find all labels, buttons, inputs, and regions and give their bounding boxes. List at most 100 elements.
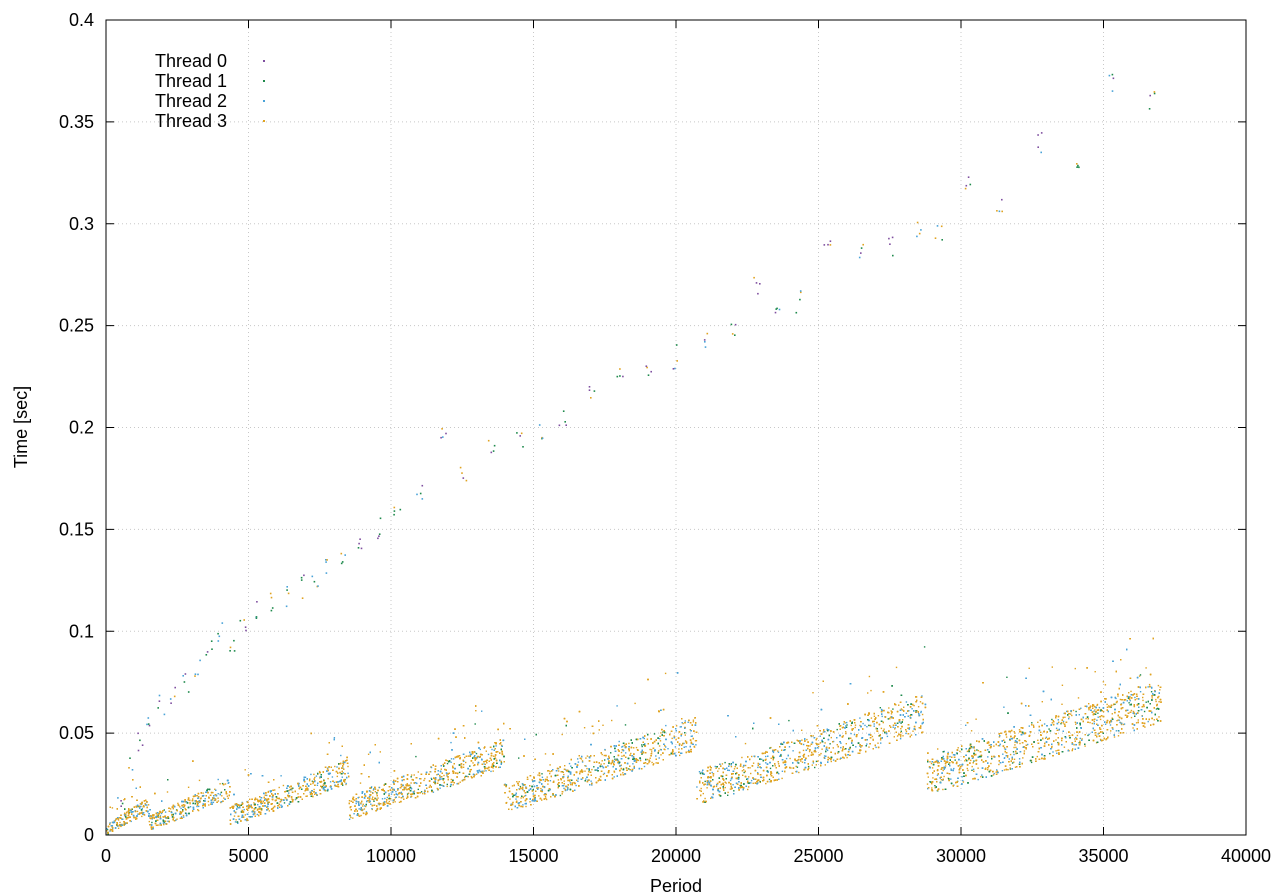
data-point	[630, 752, 632, 755]
data-point	[135, 816, 137, 819]
data-point	[1117, 719, 1119, 721]
data-point	[1097, 712, 1099, 714]
data-point	[446, 774, 448, 776]
data-point	[1071, 714, 1073, 717]
data-point	[996, 769, 998, 771]
data-point	[844, 753, 847, 755]
data-point	[1089, 721, 1091, 724]
data-point	[531, 779, 533, 781]
data-point	[544, 778, 547, 781]
data-point	[1143, 710, 1146, 713]
data-point	[750, 779, 753, 782]
data-point	[801, 739, 803, 741]
data-point	[1117, 695, 1119, 697]
data-point	[1104, 684, 1107, 686]
data-point	[179, 806, 181, 808]
data-point	[933, 761, 935, 764]
data-point	[417, 771, 419, 773]
data-point	[540, 787, 542, 790]
data-point	[221, 795, 223, 797]
data-point	[564, 789, 567, 792]
data-point	[692, 719, 695, 721]
data-point	[851, 741, 853, 743]
data-point	[492, 770, 494, 772]
data-point	[462, 766, 465, 768]
data-point	[1147, 720, 1149, 723]
data-point	[819, 742, 822, 744]
data-point	[469, 754, 471, 756]
data-point	[938, 762, 940, 764]
data-point	[395, 790, 397, 793]
data-point	[727, 791, 729, 794]
data-point	[585, 765, 587, 767]
data-point	[394, 801, 396, 803]
data-point	[1110, 719, 1113, 721]
data-point	[509, 798, 511, 800]
data-point	[158, 824, 160, 826]
data-point	[360, 803, 362, 805]
data-point	[581, 760, 584, 762]
data-point	[141, 807, 143, 810]
data-point	[750, 782, 752, 784]
data-point	[547, 770, 549, 772]
data-point	[561, 771, 563, 773]
data-point	[607, 765, 609, 767]
data-point	[1101, 731, 1104, 733]
data-point	[372, 789, 375, 791]
data-point	[641, 744, 643, 746]
data-point	[807, 755, 810, 757]
data-point	[1097, 733, 1099, 735]
data-point	[242, 811, 245, 814]
data-point	[244, 769, 246, 771]
data-point	[494, 757, 497, 760]
data-point	[1155, 698, 1157, 701]
data-point	[340, 754, 342, 757]
data-point	[660, 754, 662, 756]
data-point	[1037, 721, 1039, 723]
data-point	[140, 805, 142, 808]
data-point	[744, 742, 747, 745]
data-point	[549, 780, 552, 782]
data-point	[965, 758, 967, 761]
data-point	[877, 715, 880, 717]
data-point	[196, 804, 199, 806]
data-point	[888, 712, 890, 714]
data-point	[702, 792, 704, 795]
data-point	[802, 743, 805, 746]
data-point	[450, 741, 452, 744]
data-point	[1102, 739, 1104, 741]
data-point	[266, 794, 268, 797]
data-point	[880, 742, 882, 744]
data-point	[655, 762, 657, 764]
data-point	[930, 762, 933, 765]
data-point	[490, 770, 492, 773]
data-point	[950, 778, 952, 780]
data-point	[585, 757, 587, 759]
data-point	[1095, 742, 1098, 744]
data-point	[291, 798, 293, 800]
data-point	[386, 796, 388, 799]
data-point	[376, 793, 378, 795]
data-point	[1104, 723, 1107, 725]
data-point	[774, 765, 776, 767]
data-point	[511, 802, 514, 804]
data-point	[382, 803, 385, 805]
data-point	[620, 764, 622, 766]
data-point	[481, 710, 483, 712]
data-point	[905, 701, 908, 703]
data-point	[348, 800, 351, 802]
data-point	[217, 778, 219, 781]
data-point	[280, 799, 283, 802]
data-point	[213, 799, 216, 802]
data-point	[927, 788, 929, 790]
data-point	[250, 804, 252, 806]
data-point	[845, 725, 847, 727]
data-point	[915, 710, 917, 712]
data-point	[561, 793, 563, 795]
data-point	[1051, 745, 1053, 748]
data-point	[711, 796, 713, 798]
data-point	[650, 749, 653, 751]
data-point	[111, 825, 114, 827]
data-point	[1005, 736, 1008, 738]
data-point	[162, 816, 164, 818]
